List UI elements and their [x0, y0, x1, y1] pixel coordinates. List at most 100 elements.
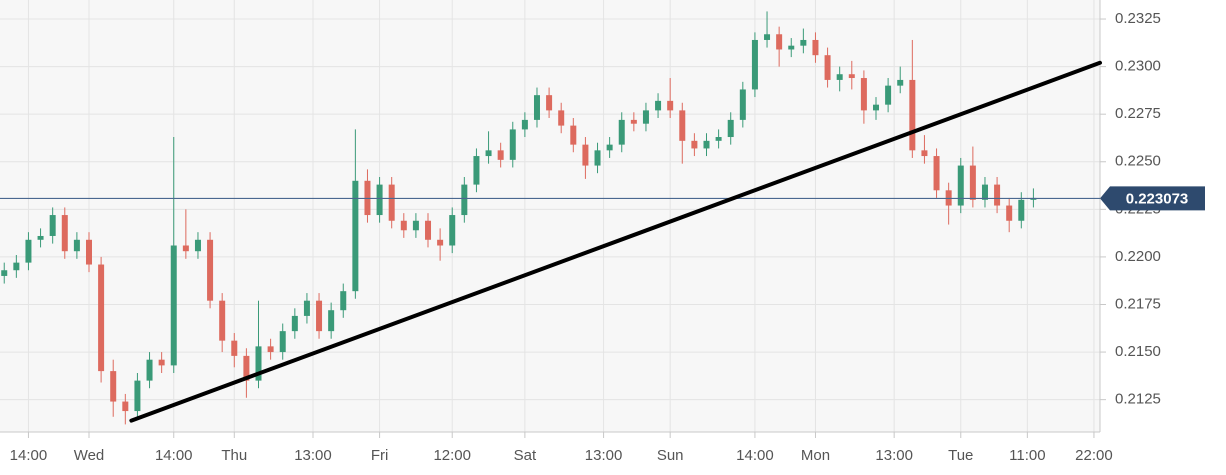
- candle-body: [606, 144, 613, 151]
- candle-body: [25, 239, 32, 263]
- candle-body: [981, 184, 988, 200]
- candle-body: [267, 346, 274, 353]
- candle-body: [328, 310, 335, 332]
- y-tick-label: 0.2275: [1115, 105, 1161, 122]
- candle-body: [158, 359, 165, 366]
- candle-body: [243, 355, 250, 381]
- candle-body: [219, 300, 226, 341]
- plot-background: [0, 0, 1100, 432]
- x-tick-label: 22:00: [1075, 447, 1113, 464]
- x-tick-label: 13:00: [875, 447, 913, 464]
- candle-body: [969, 165, 976, 200]
- candle-body: [824, 55, 831, 80]
- candle-body: [618, 119, 625, 145]
- candle-body: [110, 371, 117, 402]
- candle-body: [207, 239, 214, 301]
- candle-body: [582, 144, 589, 166]
- candle-body: [715, 137, 722, 141]
- x-tick-label: Thu: [221, 447, 247, 464]
- candle-body: [146, 359, 153, 381]
- candle-body: [885, 85, 892, 105]
- candle-body: [473, 156, 480, 185]
- candle-body: [509, 129, 516, 160]
- x-tick-label: 13:00: [294, 447, 332, 464]
- candle-body: [776, 34, 783, 50]
- candle-body: [376, 184, 383, 216]
- candle-body: [909, 79, 916, 151]
- y-tick-label: 0.2325: [1115, 10, 1161, 27]
- candle-body: [73, 239, 80, 252]
- candle-body: [485, 150, 492, 157]
- x-tick-label: 14:00: [736, 447, 774, 464]
- candle-body: [340, 291, 347, 311]
- candle-body: [85, 239, 92, 265]
- candle-body: [727, 119, 734, 138]
- x-tick-label: Sat: [514, 447, 537, 464]
- candle-body: [691, 140, 698, 149]
- candle-body: [836, 74, 843, 80]
- x-tick-label: Tue: [948, 447, 973, 464]
- candle-body: [449, 215, 456, 246]
- x-tick-label: Wed: [74, 447, 105, 464]
- candle-body: [388, 184, 395, 221]
- candle-body: [957, 165, 964, 206]
- trendline: [129, 60, 1102, 423]
- candle-body: [1, 270, 8, 276]
- candle-body: [291, 315, 298, 332]
- candle-body: [703, 140, 710, 149]
- x-tick-label: 13:00: [585, 447, 623, 464]
- candle-body: [49, 215, 56, 236]
- x-tick-label: Sun: [657, 447, 684, 464]
- candle-body: [764, 34, 771, 40]
- candle-body: [655, 100, 662, 111]
- candle-body: [279, 331, 286, 353]
- candle-body: [134, 380, 141, 412]
- candle-body: [231, 340, 238, 356]
- candle-body: [800, 39, 807, 46]
- candle-body: [255, 346, 262, 381]
- candle-body: [897, 79, 904, 86]
- y-tick-label: 0.2300: [1115, 58, 1161, 75]
- candle-body: [352, 180, 359, 292]
- candle-body: [497, 150, 504, 160]
- candle-body: [630, 119, 637, 124]
- candle-body: [437, 239, 444, 246]
- candle-body: [1006, 205, 1013, 221]
- candle-body: [679, 110, 686, 141]
- x-tick-label: 11:00: [1009, 447, 1045, 464]
- candle-body: [594, 150, 601, 166]
- y-tick-label: 0.2200: [1115, 248, 1161, 265]
- x-tick-label: Fri: [371, 447, 389, 464]
- candle-body: [122, 401, 129, 412]
- candle-body: [412, 220, 419, 231]
- y-tick-label: 0.2250: [1115, 153, 1161, 170]
- y-tick-label: 0.2150: [1115, 343, 1161, 360]
- candle-body: [61, 215, 68, 252]
- candle-body: [921, 150, 928, 157]
- candle-body: [860, 78, 867, 111]
- candle-body: [194, 239, 201, 252]
- candle-body: [933, 156, 940, 191]
- candle-body: [98, 264, 105, 372]
- candle-body: [37, 235, 44, 240]
- candle-body: [642, 110, 649, 124]
- candle-body: [546, 95, 553, 111]
- y-tick-label: 0.2175: [1115, 295, 1161, 312]
- last-price-box: [1100, 186, 1205, 211]
- candle-body: [570, 125, 577, 145]
- candle-body: [316, 300, 323, 332]
- candle-body: [521, 119, 528, 130]
- candle-body: [182, 245, 189, 252]
- candle-body: [1018, 199, 1025, 221]
- x-tick-label: 12:00: [433, 447, 471, 464]
- candle-body: [558, 110, 565, 126]
- candle-body: [667, 100, 674, 111]
- candle-body: [788, 45, 795, 50]
- candle-body: [400, 220, 407, 231]
- candle-body: [533, 95, 540, 120]
- candle-body: [170, 245, 177, 366]
- candle-body: [425, 220, 432, 240]
- candle-body: [873, 104, 880, 111]
- x-tick-label: Mon: [801, 447, 830, 464]
